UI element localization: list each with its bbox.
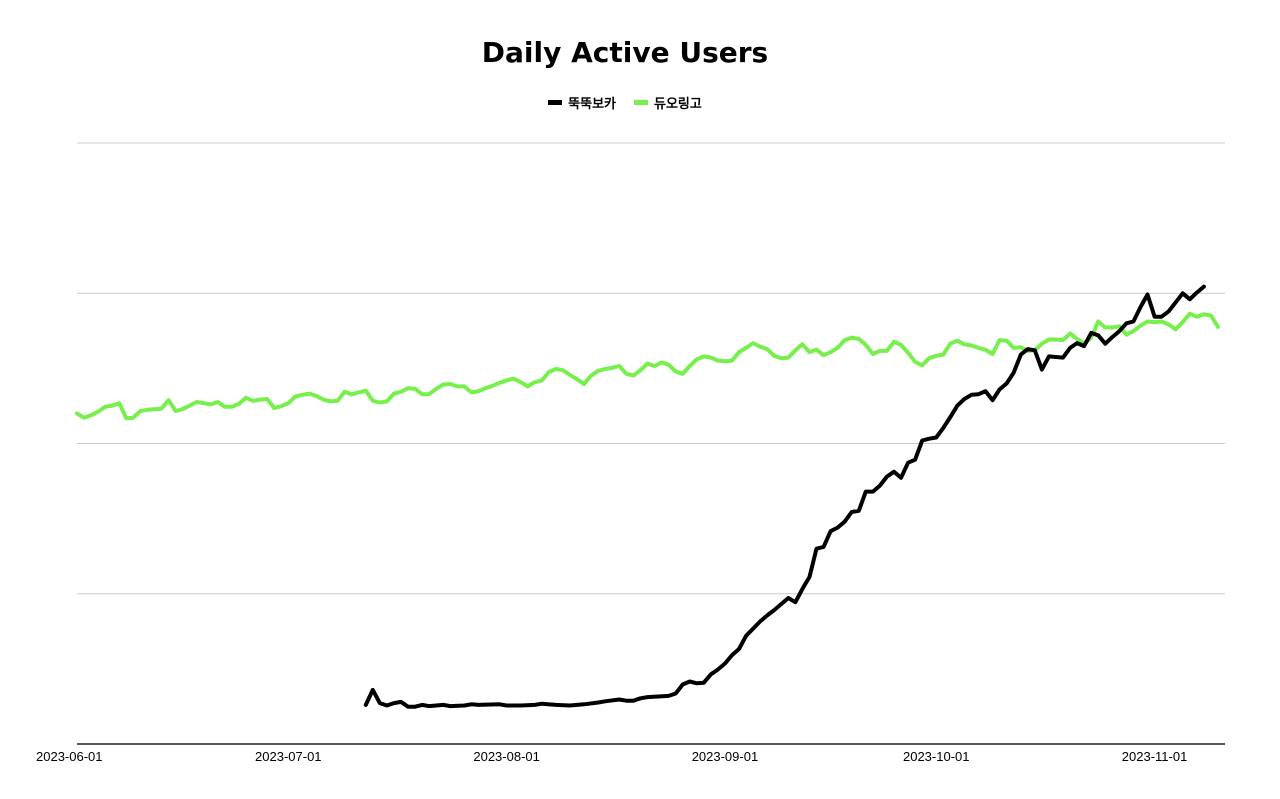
chart-title: Daily Active Users: [481, 36, 769, 69]
grid-lines: [77, 142, 1225, 595]
series-line-2[interactable]: [75, 311, 1220, 421]
x-tick-label-5: 2023-10-01: [903, 749, 970, 764]
legend-swatch-series-2: [634, 100, 648, 105]
x-tick-label-6: 2023-11-01: [1122, 749, 1188, 764]
series-line-1[interactable]: [363, 284, 1206, 709]
x-tick-label-1: 2023-06-01: [36, 749, 103, 764]
x-tick-label-2: 2023-07-01: [255, 749, 322, 764]
legend-label-series-1: 뚝뚝보카: [568, 97, 616, 112]
x-axis: 2023-06-01 2023-07-01 2023-08-01 2023-09-01…: [36, 743, 1225, 764]
x-tick-label-3: 2023-08-01: [473, 749, 540, 764]
legend-item-series-2[interactable]: 듀오링고: [634, 93, 702, 112]
chart-legend: 뚝뚝보카 듀오링고: [0, 93, 1250, 112]
legend-swatch-series-1: [548, 100, 563, 105]
legend-item-series-1[interactable]: 뚝뚝보카: [548, 93, 616, 112]
series-lines: [75, 284, 1220, 709]
x-tick-label-4: 2023-09-01: [692, 749, 759, 764]
legend-label-series-2: 듀오링고: [654, 97, 702, 112]
